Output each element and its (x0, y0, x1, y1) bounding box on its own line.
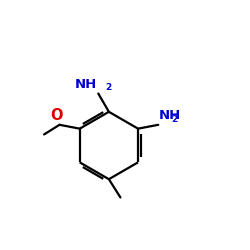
Text: NH: NH (75, 78, 97, 91)
Text: NH: NH (159, 110, 182, 122)
Text: O: O (50, 108, 62, 123)
Text: 2: 2 (106, 83, 112, 92)
Text: 2: 2 (171, 115, 177, 124)
